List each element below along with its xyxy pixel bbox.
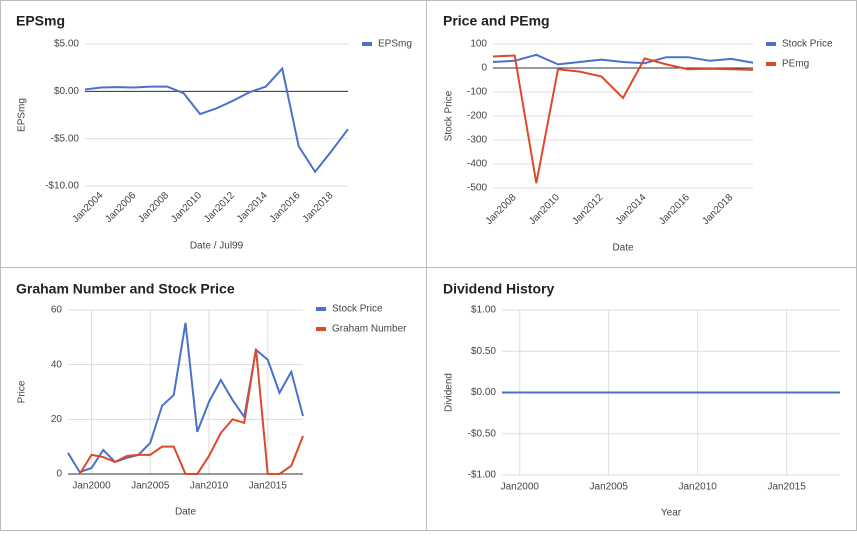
y-tick-label: 40 bbox=[51, 359, 63, 370]
y-tick-label: $5.00 bbox=[54, 39, 79, 50]
x-tick-label: Jan2005 bbox=[590, 482, 629, 493]
y-tick-label: -400 bbox=[467, 159, 487, 170]
x-tick-label: Jan2010 bbox=[678, 482, 717, 493]
x-axis-title: Year bbox=[661, 508, 682, 519]
y-tick-label: -300 bbox=[467, 135, 487, 146]
legend-label: PEmg bbox=[782, 59, 809, 70]
legend-swatch bbox=[766, 42, 776, 46]
y-tick-label: -$10.00 bbox=[45, 181, 79, 192]
chart-title: Graham Number and Stock Price bbox=[16, 281, 235, 297]
x-axis-title: Date bbox=[175, 507, 197, 518]
legend-label: Graham Number bbox=[332, 324, 407, 335]
series-line bbox=[67, 322, 304, 474]
y-tick-label: 60 bbox=[51, 305, 63, 316]
y-tick-label: $0.00 bbox=[54, 86, 79, 97]
chart-title: Dividend History bbox=[443, 281, 554, 297]
legend-label: Stock Price bbox=[332, 304, 383, 315]
x-tick-label: Jan2000 bbox=[501, 482, 540, 493]
y-tick-label: $0.50 bbox=[471, 346, 496, 357]
series-line bbox=[492, 54, 754, 184]
series-line bbox=[84, 66, 349, 174]
y-axis-title: EPSmg bbox=[17, 98, 28, 132]
y-tick-label: -500 bbox=[467, 183, 487, 194]
legend-label: Stock Price bbox=[782, 39, 833, 50]
y-tick-label: -200 bbox=[467, 111, 487, 122]
chart-title: EPSmg bbox=[16, 13, 65, 29]
legend-swatch bbox=[316, 327, 326, 331]
y-axis-title: Stock Price bbox=[444, 90, 455, 141]
x-tick-label: Jan2005 bbox=[131, 481, 170, 492]
y-tick-label: $0.00 bbox=[471, 387, 496, 398]
y-tick-label: 0 bbox=[481, 63, 487, 74]
x-axis-title: Date / Jul99 bbox=[190, 241, 244, 252]
x-tick-label: Jan2015 bbox=[767, 482, 806, 493]
x-tick-label: Jan2015 bbox=[249, 481, 288, 492]
x-axis-title: Date bbox=[612, 243, 634, 254]
chart-title: Price and PEmg bbox=[443, 13, 550, 29]
y-tick-label: -100 bbox=[467, 87, 487, 98]
series-line bbox=[492, 53, 754, 66]
y-axis-title: Dividend bbox=[444, 373, 455, 412]
legend-label: EPSmg bbox=[378, 39, 412, 50]
y-axis-title: Price bbox=[17, 380, 28, 403]
y-tick-label: 20 bbox=[51, 414, 63, 425]
series-line bbox=[78, 348, 304, 475]
y-tick-label: 0 bbox=[56, 469, 62, 480]
legend-swatch bbox=[362, 42, 372, 46]
y-tick-label: -$0.50 bbox=[468, 428, 497, 439]
x-tick-label: Jan2000 bbox=[72, 481, 111, 492]
y-tick-label: -$5.00 bbox=[51, 133, 80, 144]
x-tick-label: Jan2010 bbox=[190, 481, 229, 492]
y-tick-label: 100 bbox=[470, 39, 487, 50]
y-tick-label: $1.00 bbox=[471, 305, 496, 316]
y-tick-label: -$1.00 bbox=[468, 470, 497, 481]
legend-swatch bbox=[766, 62, 776, 66]
legend-swatch bbox=[316, 307, 326, 311]
